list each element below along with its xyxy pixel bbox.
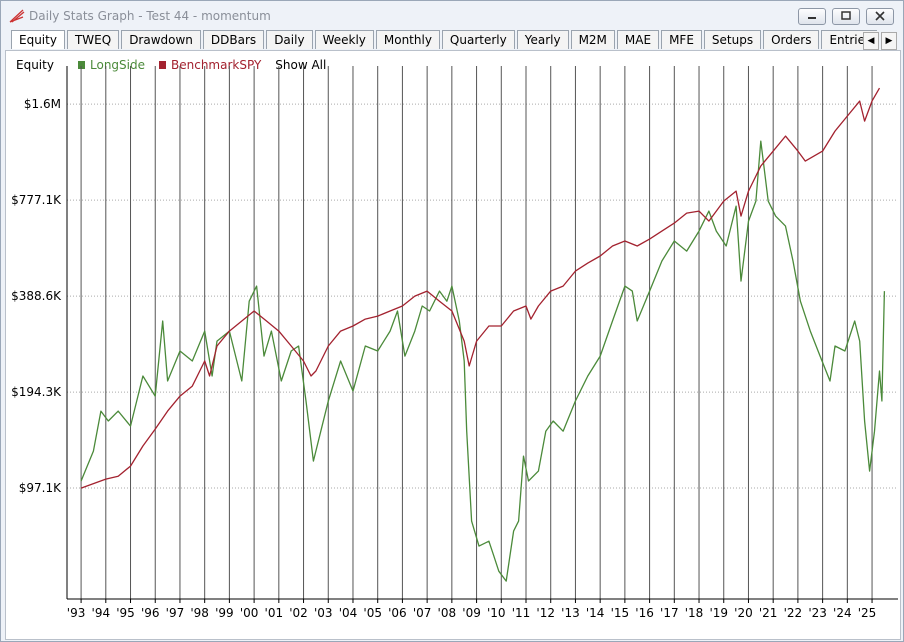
x-tick-label: '19: [709, 606, 728, 620]
x-tick-label: '12: [536, 606, 555, 620]
app-icon: [9, 9, 25, 23]
tab[interactable]: Weekly: [314, 30, 374, 49]
x-tick-label: '22: [784, 606, 803, 620]
x-tick-label: '96: [141, 606, 160, 620]
tab[interactable]: MAE: [616, 30, 660, 49]
x-tick-label: '01: [265, 606, 284, 620]
legend-swatch: [159, 61, 166, 69]
x-tick-label: '13: [561, 606, 580, 620]
legend-entry[interactable]: BenchmarkSPY: [171, 58, 262, 72]
y-tick-label: $777.1K: [11, 193, 62, 207]
x-tick-label: '24: [833, 606, 852, 620]
y-tick-label: $388.6K: [11, 289, 62, 303]
x-tick-label: '10: [487, 606, 506, 620]
tab[interactable]: DDBars: [202, 30, 265, 49]
tab-scroll-left[interactable]: ◀: [863, 32, 879, 50]
series-line: [80, 140, 886, 582]
x-tick-label: '94: [92, 606, 111, 620]
tab[interactable]: M2M: [570, 30, 615, 49]
show-all[interactable]: Show All: [275, 58, 326, 72]
legend-title: Equity: [16, 58, 54, 72]
graph-panel: Equity LongSide BenchmarkSPY Show All $97.1K…: [5, 50, 901, 640]
legend-swatch: [78, 61, 85, 69]
legend-entry[interactable]: LongSide: [90, 58, 145, 72]
restore-button[interactable]: [832, 8, 860, 25]
tab[interactable]: MFE: [661, 30, 702, 49]
tab[interactable]: Monthly: [375, 30, 440, 49]
x-tick-label: '93: [67, 606, 86, 620]
x-tick-label: '14: [586, 606, 605, 620]
tab[interactable]: Quarterly: [441, 30, 515, 49]
x-tick-label: '20: [734, 606, 753, 620]
x-tick-label: '23: [808, 606, 827, 620]
title-bar: Daily Stats Graph - Test 44 - momentum: [1, 1, 903, 29]
tab[interactable]: Drawdown: [121, 30, 201, 49]
x-tick-label: '02: [289, 606, 308, 620]
x-tick-label: '11: [512, 606, 531, 620]
y-tick-label: $97.1K: [19, 481, 62, 495]
minimize-button[interactable]: [798, 8, 826, 25]
tab-strip: Equity TWEQ Drawdown DDBars Daily Weekly Month…: [11, 30, 877, 50]
chart: Equity LongSide BenchmarkSPY Show All $97.1K…: [11, 58, 898, 620]
x-tick-label: '06: [388, 606, 407, 620]
x-tick-label: '17: [660, 606, 679, 620]
tab[interactable]: Daily: [266, 30, 313, 49]
tab-scroll-right[interactable]: ▶: [881, 32, 897, 50]
x-tick-label: '03: [314, 606, 333, 620]
x-tick-label: '04: [339, 606, 358, 620]
tab[interactable]: TWEQ: [66, 30, 120, 49]
series-line: [80, 87, 881, 489]
x-tick-label: '18: [685, 606, 704, 620]
x-tick-label: '09: [462, 606, 481, 620]
x-tick-label: '08: [438, 606, 457, 620]
x-tick-label: '15: [611, 606, 630, 620]
x-tick-label: '95: [116, 606, 135, 620]
x-tick-label: '25: [858, 606, 877, 620]
x-tick-label: '21: [759, 606, 778, 620]
x-tick-label: '07: [413, 606, 432, 620]
x-tick-label: '00: [240, 606, 259, 620]
x-tick-label: '98: [190, 606, 209, 620]
y-tick-label: $194.3K: [11, 385, 62, 399]
x-tick-label: '16: [635, 606, 654, 620]
x-tick-label: '05: [363, 606, 382, 620]
tab[interactable]: Setups: [703, 30, 762, 49]
x-tick-label: '99: [215, 606, 234, 620]
tab[interactable]: Equity: [11, 30, 65, 49]
tab[interactable]: Orders: [763, 30, 820, 49]
x-tick-label: '97: [166, 606, 185, 620]
y-tick-label: $1.6M: [24, 97, 61, 111]
tab[interactable]: Yearly: [516, 30, 569, 49]
window-title: Daily Stats Graph - Test 44 - momentum: [29, 9, 271, 23]
close-button[interactable]: [866, 8, 894, 25]
